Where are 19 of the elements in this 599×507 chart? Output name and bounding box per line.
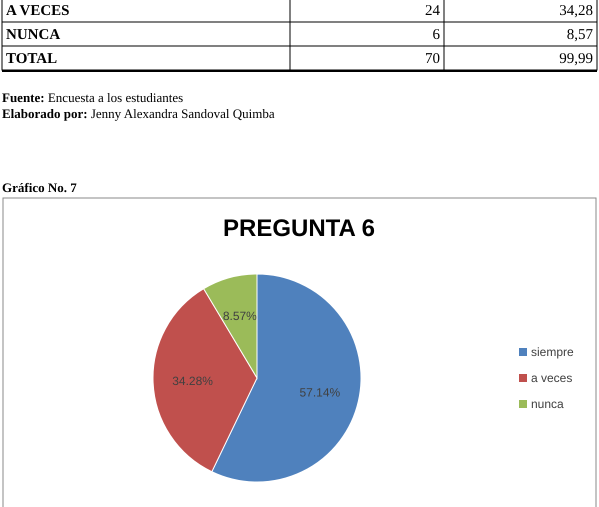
- text: 8,57: [566, 27, 594, 43]
- legend-label: a veces: [531, 371, 572, 386]
- text: A VECES: [6, 3, 70, 19]
- text: Gráfico No. 7: [2, 180, 78, 195]
- text: 24: [425, 3, 440, 19]
- text: 70: [425, 51, 440, 67]
- legend-label: nunca: [531, 397, 564, 412]
- data-label: 34.28%: [172, 374, 214, 388]
- text: 99,99: [559, 51, 593, 67]
- text: 34,28: [559, 3, 593, 19]
- text: NUNCA: [6, 27, 60, 43]
- source-note: Fuente: Encuesta a los estudiantes: [2, 90, 184, 105]
- legend-label: siempre: [531, 345, 574, 360]
- chart-title: PREGUNTA 6: [222, 215, 376, 242]
- data-label: 8.57%: [222, 309, 258, 324]
- text: 6: [432, 27, 440, 43]
- text: TOTAL: [6, 51, 58, 67]
- data-label: 57.14%: [300, 386, 341, 400]
- text: Elaborado por: Jenny Alexandra Sandoval Quimba: [2, 106, 275, 121]
